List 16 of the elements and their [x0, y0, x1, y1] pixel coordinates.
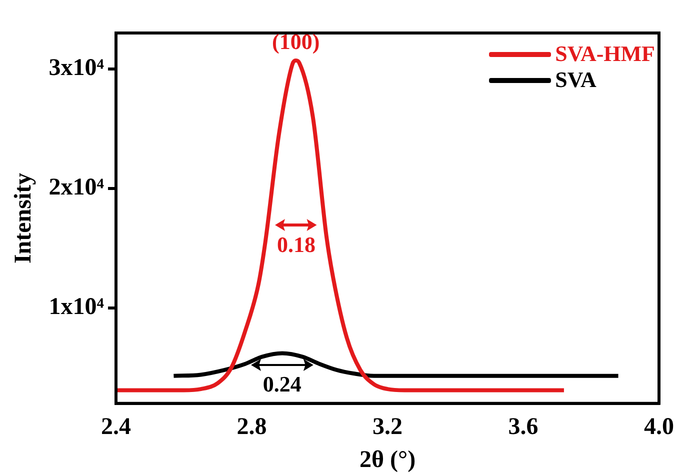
annotation: 0.24	[262, 371, 302, 396]
y-axis-title: Intensity	[10, 172, 37, 264]
x-tick-label: 2.8	[236, 414, 267, 440]
annotation: (100)	[272, 29, 320, 54]
x-tick-label: 3.6	[508, 414, 538, 440]
x-tick-label: 3.2	[372, 414, 402, 440]
line-series	[172, 351, 620, 378]
x-tick-label: 2.4	[100, 414, 131, 440]
x-tick-label: 4.0	[644, 414, 674, 440]
x-axis-title: 2θ (°)	[359, 446, 416, 473]
y-tick-label: 2x10⁴	[48, 174, 104, 201]
legend-label: SVA-HMF	[555, 41, 655, 67]
annotation: 0.18	[277, 232, 316, 258]
y-tick-label: 1x10⁴	[48, 294, 104, 320]
legend-label: SVA	[555, 67, 596, 93]
y-tick-label: 3x10⁴	[48, 55, 104, 82]
